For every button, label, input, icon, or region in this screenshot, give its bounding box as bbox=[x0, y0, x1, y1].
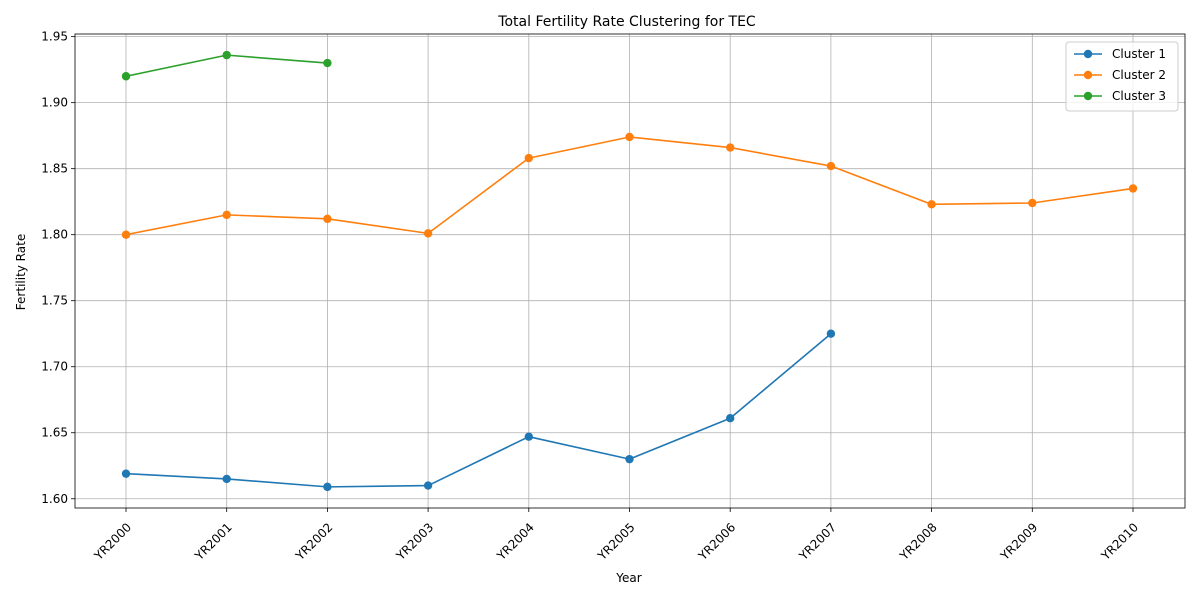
legend-marker bbox=[1083, 91, 1093, 101]
data-point bbox=[323, 482, 332, 492]
data-point bbox=[524, 432, 533, 441]
data-point bbox=[1028, 198, 1037, 208]
legend-label: Cluster 2 bbox=[1112, 68, 1166, 82]
y-tick-label: 1.95 bbox=[41, 30, 68, 44]
data-point bbox=[826, 329, 836, 338]
data-point bbox=[222, 50, 231, 60]
y-tick-label: 1.70 bbox=[41, 360, 68, 374]
data-point bbox=[726, 143, 735, 152]
legend-box bbox=[1065, 41, 1179, 112]
legend: Cluster 1 Cluster 2 Cluster 3 bbox=[1065, 41, 1179, 112]
y-tick-label: 1.60 bbox=[41, 492, 68, 506]
legend-item: Cluster 2 bbox=[1074, 68, 1166, 82]
series-3 bbox=[121, 50, 332, 81]
data-point bbox=[121, 230, 131, 239]
data-point bbox=[323, 58, 332, 68]
y-tick-label: 1.85 bbox=[41, 162, 68, 176]
y-tick-label: 1.65 bbox=[41, 426, 68, 440]
data-point bbox=[423, 481, 433, 490]
legend-marker bbox=[1083, 49, 1093, 59]
y-axis-label: Fertility Rate bbox=[14, 234, 28, 310]
series-lines bbox=[121, 50, 1138, 492]
y-tick-label: 1.80 bbox=[41, 228, 68, 242]
series-line bbox=[125, 333, 832, 488]
series-2 bbox=[121, 132, 1138, 239]
legend-item: Cluster 1 bbox=[1074, 47, 1166, 61]
grid-lines bbox=[75, 34, 1185, 508]
data-point bbox=[726, 414, 735, 423]
data-point bbox=[1128, 184, 1138, 193]
legend-label: Cluster 1 bbox=[1112, 47, 1166, 61]
data-point bbox=[121, 72, 131, 81]
data-point bbox=[222, 474, 231, 484]
data-point bbox=[323, 214, 332, 224]
data-point bbox=[121, 469, 131, 478]
data-point bbox=[524, 153, 533, 163]
data-point bbox=[826, 161, 836, 171]
plot-frame bbox=[74, 33, 1186, 509]
data-point bbox=[423, 229, 433, 238]
data-point bbox=[222, 210, 231, 220]
chart-title: Total Fertility Rate Clustering for TEC bbox=[497, 14, 756, 30]
data-point bbox=[625, 132, 634, 142]
series-1 bbox=[121, 329, 836, 492]
y-tick-label: 1.90 bbox=[41, 96, 68, 110]
legend-item: Cluster 3 bbox=[1074, 89, 1166, 103]
y-tick-label: 1.75 bbox=[41, 294, 68, 308]
data-point bbox=[625, 454, 634, 464]
legend-marker bbox=[1083, 70, 1093, 80]
legend-label: Cluster 3 bbox=[1112, 89, 1166, 103]
data-point bbox=[927, 200, 936, 209]
x-axis-label: Year bbox=[615, 571, 641, 585]
